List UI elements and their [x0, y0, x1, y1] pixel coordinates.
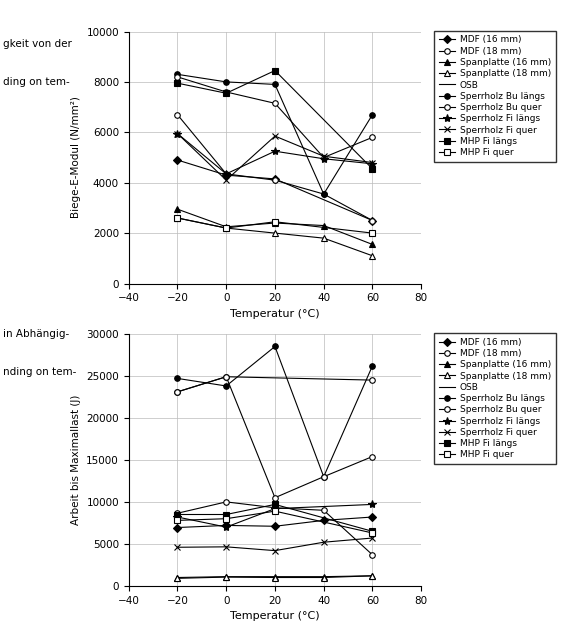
Text: nding on tem-: nding on tem- — [3, 367, 76, 377]
X-axis label: Temperatur (°C): Temperatur (°C) — [230, 309, 320, 319]
X-axis label: Temperatur (°C): Temperatur (°C) — [230, 611, 320, 621]
Y-axis label: Biege-E-Modul (N/mm²): Biege-E-Modul (N/mm²) — [71, 96, 81, 219]
Text: in Abhängig-: in Abhängig- — [3, 329, 69, 339]
Legend: MDF (16 mm), MDF (18 mm), Spanplatte (16 mm), Spanplatte (18 mm), OSB, Sperrholz: MDF (16 mm), MDF (18 mm), Spanplatte (16… — [435, 31, 556, 161]
Text: gkeit von der: gkeit von der — [3, 39, 72, 49]
Legend: MDF (16 mm), MDF (18 mm), Spanplatte (16 mm), Spanplatte (18 mm), OSB, Sperrholz: MDF (16 mm), MDF (18 mm), Spanplatte (16… — [435, 333, 556, 464]
Y-axis label: Arbeit bis Maximallast (J): Arbeit bis Maximallast (J) — [71, 395, 81, 525]
Text: ding on tem-: ding on tem- — [3, 77, 70, 87]
